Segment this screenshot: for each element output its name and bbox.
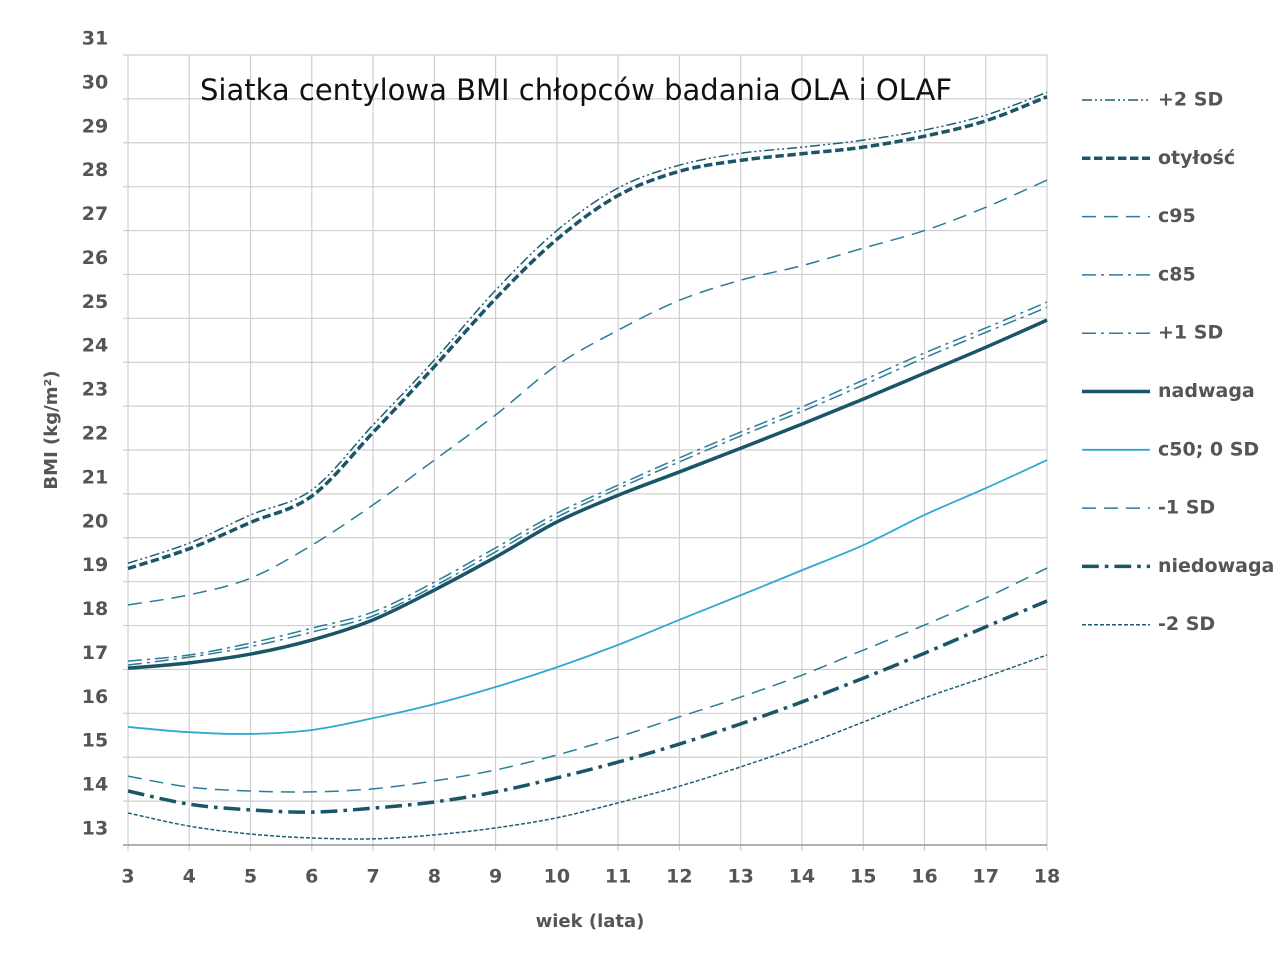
series-line — [127, 301, 1048, 662]
x-tick-label: 10 — [544, 866, 570, 888]
x-tick-label: 17 — [973, 866, 999, 888]
y-tick-label: 15 — [82, 730, 108, 752]
legend-label: -2 SD — [1158, 613, 1215, 635]
x-tick-label: 3 — [121, 866, 134, 888]
x-tick-label: 4 — [183, 866, 196, 888]
x-tick-label: 14 — [789, 866, 815, 888]
x-tick-label: 13 — [727, 866, 753, 888]
legend-label: c50; 0 SD — [1158, 438, 1259, 460]
legend-label: +2 SD — [1158, 89, 1223, 111]
x-tick-label: 6 — [305, 866, 318, 888]
x-axis-label: wiek (lata) — [536, 911, 645, 932]
series-line — [127, 306, 1048, 666]
y-tick-label: 26 — [82, 247, 108, 269]
lines — [127, 91, 1048, 840]
y-tick-label: 19 — [82, 554, 108, 576]
series-line — [127, 318, 1048, 670]
y-tick-label: 14 — [82, 774, 108, 796]
series-line — [127, 567, 1048, 793]
legend-label: -1 SD — [1158, 497, 1215, 519]
y-tick-label: 22 — [82, 423, 108, 445]
legend-label: niedowaga — [1158, 555, 1274, 577]
x-tick-label: 9 — [489, 866, 502, 888]
y-tick-label: 21 — [82, 466, 108, 488]
y-tick-label: 18 — [82, 598, 108, 620]
series-line — [127, 654, 1048, 840]
y-axis-label: BMI (kg/m²) — [41, 370, 62, 489]
y-tick-label: 25 — [82, 291, 108, 313]
legend-label: nadwaga — [1158, 380, 1255, 402]
y-tick-label: 29 — [82, 115, 108, 137]
legend-label: otyłość — [1158, 147, 1235, 169]
y-tick-label: 23 — [82, 379, 108, 401]
x-tick-label: 8 — [428, 866, 441, 888]
series-line — [127, 599, 1048, 814]
y-tick-label: 28 — [82, 159, 108, 181]
series-line — [127, 91, 1048, 564]
y-tick-label: 17 — [82, 642, 108, 664]
x-tick-label: 7 — [366, 866, 379, 888]
y-tick-label: 27 — [82, 203, 108, 225]
y-tick-label: 24 — [82, 335, 108, 357]
y-tick-label: 30 — [82, 71, 108, 93]
x-tick-label: 5 — [244, 866, 257, 888]
legend: +2 SD otyłość c95 c85 +1 SD nadwaga c50; 0 SD -… — [1082, 89, 1274, 635]
x-tick-label: 15 — [850, 866, 876, 888]
legend-label: +1 SD — [1158, 322, 1223, 344]
x-tick-label: 12 — [666, 866, 692, 888]
x-tick-label: 11 — [605, 866, 631, 888]
x-tick-label: 16 — [911, 866, 937, 888]
legend-label: c95 — [1158, 205, 1196, 227]
legend-label: c85 — [1158, 263, 1196, 285]
y-tick-label: 20 — [82, 510, 108, 532]
y-tick-label: 13 — [82, 818, 108, 840]
series-line — [127, 179, 1048, 606]
chart-title: Siatka centylowa BMI chłopców badania OL… — [200, 73, 952, 107]
x-tick-label: 18 — [1034, 866, 1060, 888]
y-tick-label: 31 — [82, 28, 108, 50]
y-tick-label: 16 — [82, 686, 108, 708]
series-line — [127, 95, 1048, 571]
series-line — [127, 459, 1048, 735]
